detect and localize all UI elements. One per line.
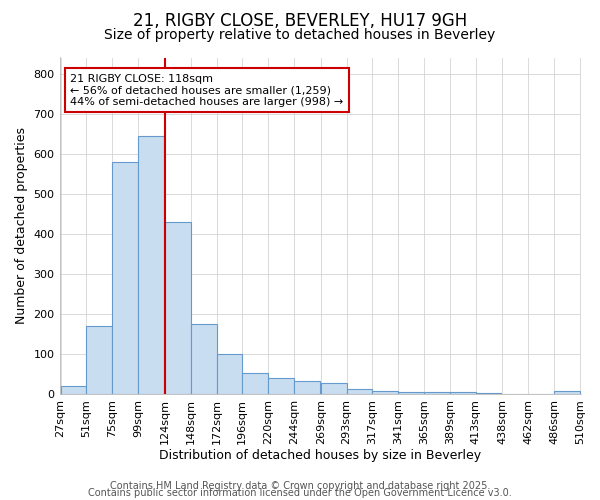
X-axis label: Distribution of detached houses by size in Beverley: Distribution of detached houses by size …: [159, 450, 481, 462]
Bar: [321, 382, 347, 394]
Bar: [165, 222, 191, 394]
Bar: [294, 381, 320, 394]
Bar: [450, 392, 476, 394]
Y-axis label: Number of detached properties: Number of detached properties: [15, 127, 28, 324]
Bar: [347, 389, 373, 394]
Text: Contains public sector information licensed under the Open Government Licence v3: Contains public sector information licen…: [88, 488, 512, 498]
Bar: [112, 162, 138, 394]
Bar: [191, 324, 217, 394]
Bar: [398, 392, 424, 394]
Bar: [476, 393, 502, 394]
Bar: [242, 373, 268, 394]
Bar: [86, 326, 112, 394]
Bar: [61, 386, 86, 394]
Bar: [217, 354, 242, 394]
Bar: [138, 136, 164, 394]
Text: Size of property relative to detached houses in Beverley: Size of property relative to detached ho…: [104, 28, 496, 42]
Bar: [554, 391, 580, 394]
Text: 21, RIGBY CLOSE, BEVERLEY, HU17 9GH: 21, RIGBY CLOSE, BEVERLEY, HU17 9GH: [133, 12, 467, 30]
Text: Contains HM Land Registry data © Crown copyright and database right 2025.: Contains HM Land Registry data © Crown c…: [110, 481, 490, 491]
Text: 21 RIGBY CLOSE: 118sqm
← 56% of detached houses are smaller (1,259)
44% of semi-: 21 RIGBY CLOSE: 118sqm ← 56% of detached…: [70, 74, 344, 106]
Bar: [373, 391, 398, 394]
Bar: [268, 378, 294, 394]
Bar: [424, 392, 450, 394]
